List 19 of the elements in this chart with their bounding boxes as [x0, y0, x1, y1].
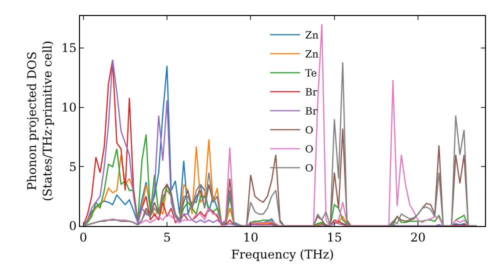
x-tick-label: 20	[410, 230, 426, 244]
x-tick-label: 5	[163, 230, 171, 244]
y-tick-label: 5	[68, 160, 77, 174]
legend-label: Zn	[305, 50, 320, 61]
y-axis-title: Phonon projected DOS (States/THz·primitive cell)	[25, 40, 55, 202]
legend-label: Br	[305, 88, 318, 99]
legend-label: O	[305, 126, 314, 137]
legend-label: Zn	[305, 30, 320, 42]
x-tick-label: 10	[243, 230, 258, 244]
legend-label: O	[305, 144, 314, 156]
legend-label: Br	[305, 106, 318, 118]
y-tick-label: 10	[61, 100, 77, 115]
legend-label: Te	[305, 68, 318, 80]
x-tick-label: 15	[326, 230, 342, 244]
x-axis-title: Frequency (THz)	[231, 247, 334, 262]
legend-label: O	[305, 164, 314, 175]
y-tick-label: 15	[61, 41, 77, 56]
y-tick-label: 0	[68, 219, 77, 234]
x-tick-label: 0	[80, 230, 88, 244]
